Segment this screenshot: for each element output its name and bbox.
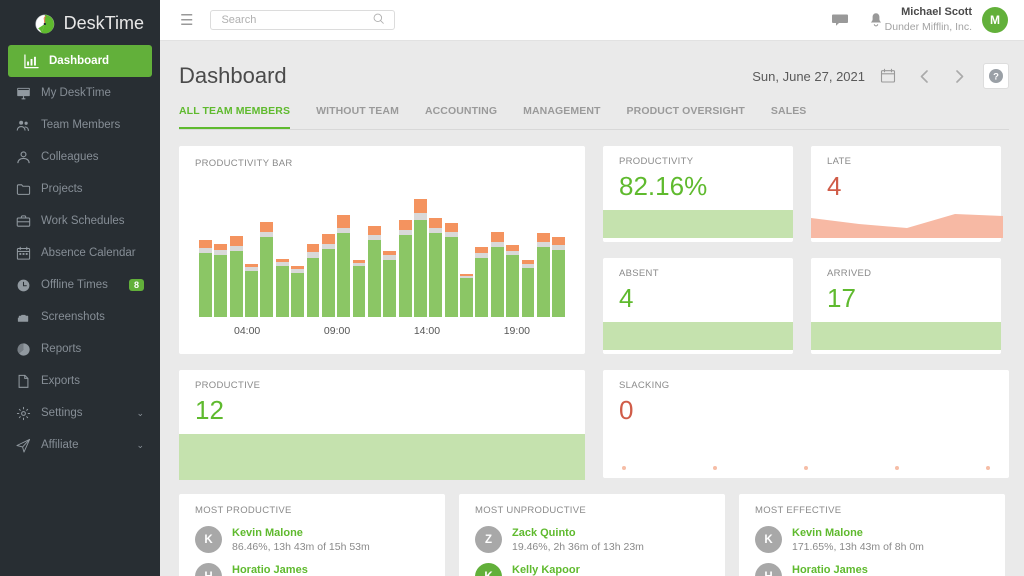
svg-text:?: ?	[993, 71, 999, 82]
